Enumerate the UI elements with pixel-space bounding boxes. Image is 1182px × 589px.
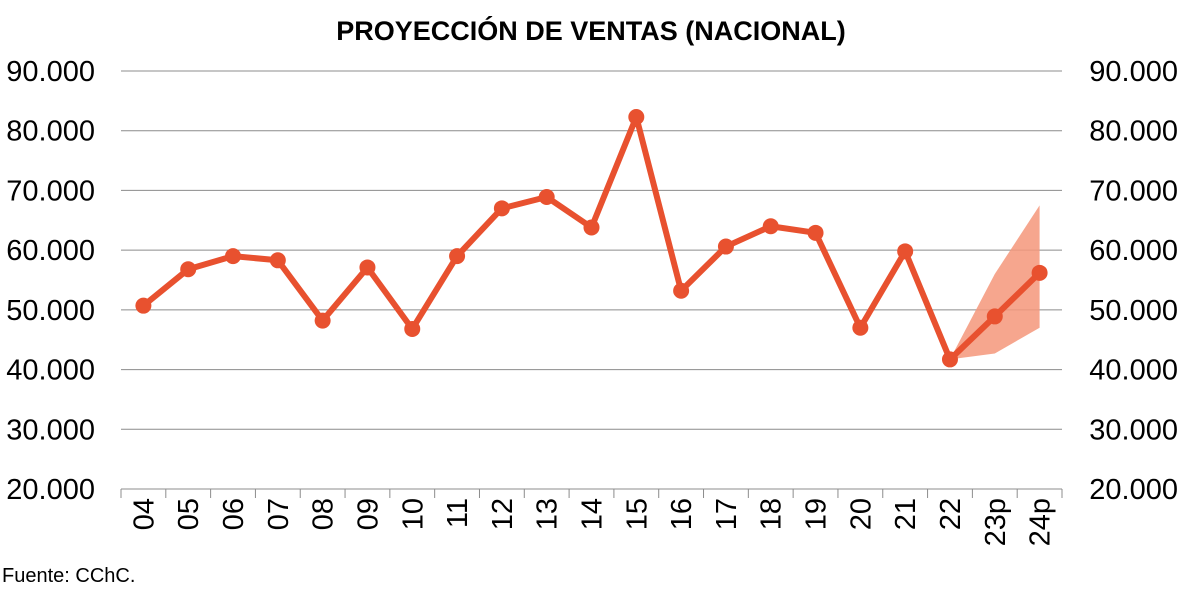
x-tick-label: 05 — [173, 498, 205, 530]
x-tick-label: 04 — [128, 498, 160, 530]
data-point — [314, 312, 331, 329]
x-tick-label: 16 — [666, 498, 698, 530]
x-axis: 04 05 06 07 08 09 10 11 12 13 14 15 16 17 18 19 20 21 22 23… — [120, 489, 1063, 546]
y-tick-label-left: 30.000 — [6, 414, 95, 446]
data-point — [986, 308, 1003, 325]
data-point — [673, 282, 690, 299]
x-tick-label: 07 — [263, 498, 295, 530]
y-tick-label-right: 80.000 — [1089, 116, 1178, 148]
y-tick-label-left: 80.000 — [6, 116, 95, 148]
x-tick-label: 08 — [308, 498, 340, 530]
y-tick-label-right: 60.000 — [1089, 235, 1178, 267]
data-point — [628, 108, 645, 125]
x-tick-label: 24p — [1025, 498, 1057, 546]
x-tick-label: 18 — [756, 498, 788, 530]
data-point — [717, 238, 734, 255]
x-tick-label: 23p — [980, 498, 1012, 546]
series-line-layer — [140, 113, 1043, 363]
x-tick-label: 13 — [532, 498, 564, 530]
right-y-axis: 20.000 30.000 40.000 50.000 60.000 70.000 80.0… — [1089, 56, 1178, 506]
x-tick-label: 06 — [218, 498, 250, 530]
data-point — [225, 248, 242, 265]
data-point — [538, 188, 555, 205]
y-tick-label-right: 30.000 — [1089, 414, 1178, 446]
y-tick-label-left: 20.000 — [6, 474, 95, 506]
y-tick-label-right: 20.000 — [1089, 474, 1178, 506]
chart-title: PROYECCIÓN DE VENTAS (NACIONAL) — [336, 15, 846, 46]
data-points — [135, 108, 1048, 368]
data-point — [583, 219, 600, 236]
x-tick-label: 12 — [487, 498, 519, 530]
y-tick-label-left: 90.000 — [6, 56, 95, 88]
y-tick-label-left: 40.000 — [6, 355, 95, 387]
y-tick-label-left: 50.000 — [6, 295, 95, 327]
x-tick-label: 10 — [397, 498, 429, 530]
x-tick-label: 14 — [577, 498, 609, 530]
projection-band — [949, 205, 1040, 360]
data-point — [180, 261, 197, 278]
left-y-axis: 20.000 30.000 40.000 50.000 60.000 70.000 80.0… — [6, 56, 95, 506]
y-tick-label-right: 50.000 — [1089, 295, 1178, 327]
data-point — [852, 319, 869, 336]
data-point — [807, 224, 824, 241]
data-point — [135, 297, 152, 314]
x-tick-label: 20 — [845, 498, 877, 530]
data-point — [897, 243, 914, 260]
y-tick-label-left: 70.000 — [6, 175, 95, 207]
data-point — [1031, 264, 1048, 281]
x-tick-label: 15 — [621, 498, 653, 530]
data-point — [449, 248, 466, 265]
y-tick-label-right: 40.000 — [1089, 355, 1178, 387]
data-point — [941, 351, 958, 368]
series-line — [140, 113, 1043, 363]
data-point — [404, 320, 421, 337]
y-tick-label-right: 70.000 — [1089, 175, 1178, 207]
y-tick-label-left: 60.000 — [6, 235, 95, 267]
projection-band-layer — [949, 205, 1040, 360]
data-point — [762, 218, 779, 235]
x-tick-label: 17 — [711, 498, 743, 530]
grid-lines — [121, 70, 1062, 490]
x-tick-label: 22 — [935, 498, 967, 530]
y-tick-label-right: 90.000 — [1089, 56, 1178, 88]
source-label: Fuente: CChC. — [2, 565, 135, 587]
data-point — [359, 259, 376, 276]
x-tick-label: 19 — [801, 498, 833, 530]
data-point — [269, 252, 286, 269]
x-tick-label: 21 — [890, 498, 922, 530]
x-tick-label: 11 — [442, 498, 474, 528]
data-point — [493, 200, 510, 217]
x-tick-label: 09 — [352, 498, 384, 530]
